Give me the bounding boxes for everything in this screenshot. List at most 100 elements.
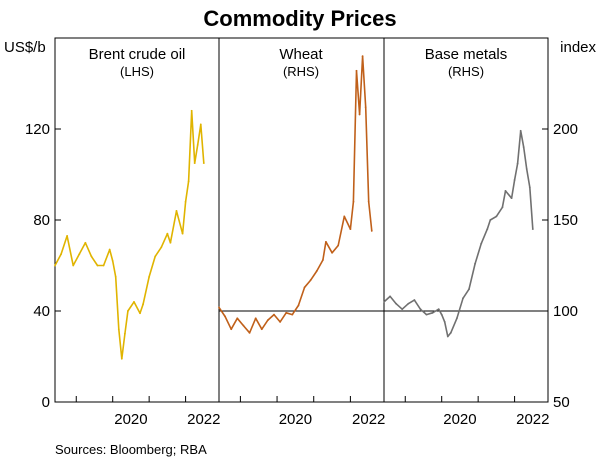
data-point bbox=[193, 162, 196, 165]
left-axis-tick-label: 80 bbox=[33, 212, 50, 229]
data-point bbox=[425, 313, 428, 316]
data-point bbox=[495, 215, 498, 218]
data-point bbox=[181, 232, 184, 235]
left-axis-tick-label: 0 bbox=[42, 394, 50, 411]
data-point bbox=[358, 113, 361, 116]
data-point bbox=[446, 335, 449, 338]
data-point bbox=[291, 313, 294, 316]
plot-frame bbox=[54, 37, 549, 403]
data-point bbox=[510, 197, 513, 200]
data-point bbox=[114, 275, 117, 278]
data-point bbox=[449, 331, 452, 334]
data-point bbox=[154, 255, 157, 258]
data-point bbox=[242, 324, 245, 327]
data-point bbox=[126, 310, 129, 312]
data-point bbox=[60, 253, 62, 256]
data-point bbox=[166, 232, 169, 235]
data-point bbox=[142, 303, 144, 306]
data-point bbox=[260, 328, 263, 331]
data-point bbox=[321, 259, 324, 261]
data-point bbox=[364, 106, 367, 109]
left-axis-tick-label: 40 bbox=[33, 303, 50, 320]
data-point bbox=[84, 241, 87, 244]
data-point bbox=[343, 215, 346, 218]
data-point bbox=[413, 299, 416, 301]
data-point bbox=[383, 301, 385, 303]
panel-side-brent: (LHS) bbox=[120, 64, 154, 79]
data-point bbox=[102, 264, 105, 267]
data-point bbox=[254, 317, 257, 320]
data-point bbox=[133, 301, 135, 303]
right-axis-unit: index bbox=[560, 39, 596, 56]
data-point bbox=[528, 186, 531, 189]
data-point bbox=[370, 230, 373, 232]
data-point bbox=[309, 279, 312, 281]
x-axis-tick-label: 2020 bbox=[279, 411, 312, 428]
data-point bbox=[117, 328, 120, 331]
data-point bbox=[525, 168, 528, 170]
data-point bbox=[199, 123, 202, 126]
data-point bbox=[54, 264, 56, 267]
data-point bbox=[108, 248, 111, 251]
data-point bbox=[66, 235, 69, 237]
data-point bbox=[111, 260, 114, 262]
data-point bbox=[96, 264, 99, 267]
data-point bbox=[190, 109, 193, 112]
panel-side-base-metals: (RHS) bbox=[448, 64, 484, 79]
x-axis-tick-label: 2020 bbox=[114, 411, 147, 428]
data-point bbox=[315, 270, 318, 272]
data-point bbox=[489, 219, 492, 221]
data-point bbox=[218, 306, 220, 309]
data-point bbox=[395, 302, 398, 305]
data-point bbox=[187, 180, 190, 183]
data-point bbox=[120, 357, 123, 360]
data-point bbox=[202, 162, 205, 165]
data-point bbox=[196, 144, 199, 146]
series-line-base-metals bbox=[383, 130, 534, 338]
data-point bbox=[367, 200, 370, 203]
series-line-brent-crude-oil bbox=[54, 110, 205, 360]
panel-side-wheat: (RHS) bbox=[283, 64, 319, 79]
x-axis-tick-label: 2022 bbox=[516, 411, 549, 428]
data-point bbox=[160, 246, 163, 249]
data-point bbox=[273, 313, 275, 316]
source-note: Sources: Bloomberg; RBA bbox=[55, 442, 207, 457]
data-point bbox=[331, 251, 333, 254]
data-point bbox=[224, 315, 227, 318]
data-point bbox=[72, 264, 75, 267]
data-point bbox=[486, 228, 489, 231]
data-point bbox=[531, 228, 534, 231]
data-point bbox=[455, 317, 458, 320]
data-point bbox=[248, 331, 251, 334]
data-point bbox=[401, 308, 404, 311]
panel-title-wheat: Wheat bbox=[279, 46, 323, 63]
x-axis-tick-label: 2022 bbox=[352, 411, 385, 428]
panel-title-base-metals: Base metals bbox=[425, 46, 508, 63]
data-point bbox=[139, 312, 141, 315]
data-point bbox=[443, 321, 446, 323]
data-point bbox=[184, 200, 187, 203]
x-axis-tick-label: 2022 bbox=[187, 411, 220, 428]
data-point bbox=[303, 286, 306, 289]
data-point bbox=[279, 321, 282, 323]
data-point bbox=[169, 241, 172, 244]
right-axis-tick-label: 50 bbox=[553, 394, 570, 411]
data-point bbox=[474, 262, 477, 265]
data-point bbox=[440, 313, 443, 316]
data-point bbox=[437, 308, 440, 311]
data-point bbox=[325, 240, 327, 243]
data-point bbox=[431, 311, 434, 314]
data-point bbox=[389, 295, 391, 298]
data-point bbox=[468, 288, 470, 291]
left-axis-tick-label: 120 bbox=[25, 121, 50, 138]
data-point bbox=[501, 206, 504, 209]
panel-title-brent: Brent crude oil bbox=[89, 46, 186, 63]
data-point bbox=[407, 302, 410, 305]
data-point bbox=[355, 69, 358, 72]
data-point bbox=[462, 297, 464, 300]
data-point bbox=[513, 179, 516, 181]
series-line-wheat bbox=[218, 55, 373, 334]
x-axis-tick-label: 2020 bbox=[443, 411, 476, 428]
data-point bbox=[123, 332, 126, 335]
